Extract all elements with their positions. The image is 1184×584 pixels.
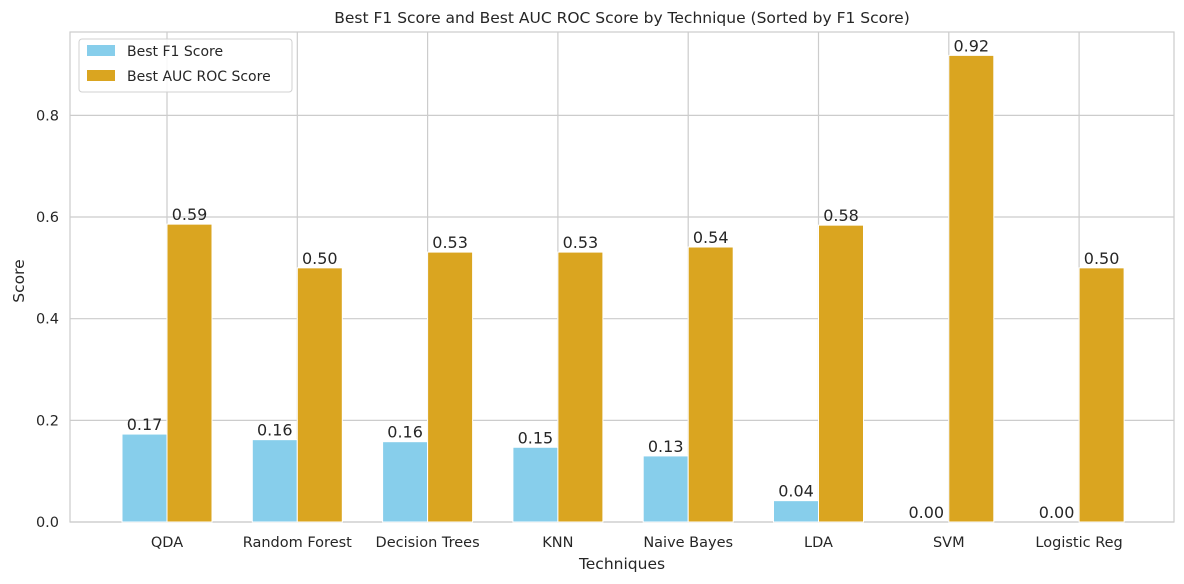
data-label-f1-score: 0.15 (518, 428, 554, 447)
bar-auc-roc-score (948, 54, 995, 523)
x-tick-label: Naive Bayes (643, 535, 733, 551)
legend-swatch-f1 (87, 45, 115, 56)
bar-f1-score (512, 446, 559, 523)
bar-f1-score (642, 455, 689, 523)
bar-f1-score (121, 433, 168, 523)
bar-auc-roc-score (1078, 267, 1125, 523)
y-tick-label: 0.4 (36, 312, 59, 328)
legend-swatch-auc (87, 70, 115, 81)
legend-label-auc: Best AUC ROC Score (127, 69, 271, 85)
y-tick-label: 0.8 (36, 108, 59, 124)
x-tick-label: SVM (933, 535, 965, 551)
data-label-auc-roc-score: 0.50 (302, 249, 338, 268)
data-label-auc-roc-score: 0.53 (432, 233, 468, 252)
data-label-auc-roc-score: 0.53 (563, 233, 599, 252)
plot-frame (69, 31, 1175, 523)
bar-f1-score (773, 500, 819, 523)
data-labels: 0.17 0.16 0.16 0.15 0.13 0.04 0.00 0.00 0.59 0.50… (127, 36, 1120, 522)
bars (121, 54, 1125, 523)
data-label-f1-score: 0.00 (1039, 503, 1075, 522)
bar-auc-roc-score (296, 267, 343, 523)
legend: Best F1 Score Best AUC ROC Score (78, 38, 293, 93)
x-tick-label: QDA (151, 535, 183, 551)
bar-f1-score (382, 441, 429, 523)
chart-title: Best F1 Score and Best AUC ROC Score by … (334, 9, 910, 27)
y-tick-label: 0.2 (36, 413, 59, 429)
y-axis-label: Score (10, 259, 28, 302)
x-tick-label: Decision Trees (376, 535, 480, 551)
data-label-auc-roc-score: 0.92 (953, 36, 989, 55)
data-label-f1-score: 0.17 (127, 415, 163, 434)
y-tick-label: 0.0 (36, 515, 59, 531)
x-axis-label: Techniques (578, 555, 665, 573)
data-label-f1-score: 0.00 (908, 503, 944, 522)
bar-auc-roc-score (557, 251, 604, 523)
bar-auc-roc-score (166, 223, 213, 523)
x-axis-ticks: QDA Random Forest Decision Trees KNN Naive B… (151, 535, 1123, 551)
x-tick-label: LDA (804, 535, 833, 551)
x-tick-label: KNN (542, 535, 573, 551)
y-axis-ticks: 0.0 0.2 0.4 0.6 0.8 (36, 108, 59, 531)
data-label-auc-roc-score: 0.59 (172, 205, 208, 224)
data-label-f1-score: 0.13 (648, 437, 684, 456)
x-tick-label: Random Forest (243, 535, 352, 551)
data-label-f1-score: 0.04 (778, 482, 814, 501)
data-label-f1-score: 0.16 (257, 421, 293, 440)
bar-f1-score (251, 439, 298, 523)
legend-label-f1: Best F1 Score (127, 44, 223, 60)
legend-box (78, 38, 293, 93)
bar-auc-roc-score (687, 246, 734, 523)
data-label-f1-score: 0.16 (387, 423, 423, 442)
data-label-auc-roc-score: 0.50 (1084, 249, 1120, 268)
grid (70, 32, 1174, 523)
data-label-auc-roc-score: 0.54 (693, 228, 729, 247)
y-tick-label: 0.6 (36, 210, 59, 226)
bar-auc-roc-score (818, 224, 864, 523)
x-tick-label: Logistic Reg (1035, 535, 1122, 551)
data-label-auc-roc-score: 0.58 (823, 206, 859, 225)
bar-auc-roc-score (427, 251, 474, 523)
